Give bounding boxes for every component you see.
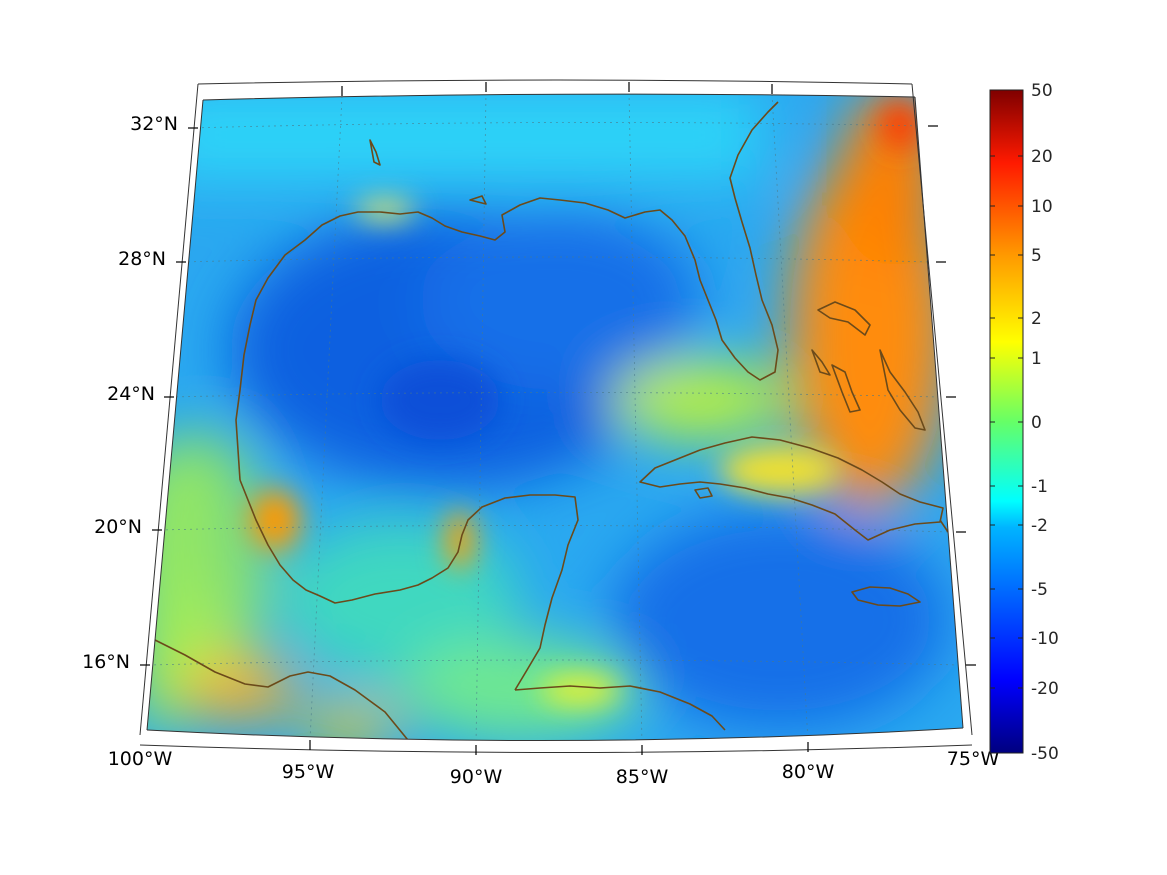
lat-label-28n: 28°N: [118, 248, 166, 270]
colorbar-tick-label: -20: [1031, 679, 1059, 699]
colorbar-tick-label: 50: [1031, 81, 1053, 101]
colorbar-tick-label: 5: [1031, 246, 1042, 266]
lat-label-20n: 20°N: [94, 516, 142, 538]
coastlines: [154, 101, 949, 741]
axis-ticks: [140, 82, 976, 755]
lat-label-32n: 32°N: [130, 113, 178, 135]
colorbar-tick-label: -50: [1031, 744, 1059, 764]
colorbar-tick-label: 1: [1031, 349, 1042, 369]
lon-label-80w: 80°W: [782, 761, 835, 783]
lat-label-16n: 16°N: [82, 651, 130, 673]
colorbar-gradient: [989, 89, 1024, 754]
colorbar-tick-label: 20: [1031, 147, 1053, 167]
lon-label-100w: 100°W: [108, 748, 173, 770]
colorbar-tick-label: 2: [1031, 309, 1042, 329]
lon-label-85w: 85°W: [616, 766, 669, 788]
colorbar-tick-label: 0: [1031, 413, 1042, 433]
lon-label-75w: 75°W: [947, 748, 1000, 770]
lon-label-95w: 95°W: [282, 761, 335, 783]
colorbar-tick-label: 10: [1031, 197, 1053, 217]
colorbar-tick-label: -1: [1031, 477, 1048, 497]
lon-label-90w: 90°W: [450, 766, 503, 788]
data-field: [147, 94, 963, 741]
colorbar-tick-label: -5: [1031, 580, 1048, 600]
lat-label-24n: 24°N: [107, 383, 155, 405]
colorbar-tick-label: -2: [1031, 516, 1048, 536]
colorbar-tick-label: -10: [1031, 629, 1059, 649]
map-frame: [139, 79, 973, 753]
